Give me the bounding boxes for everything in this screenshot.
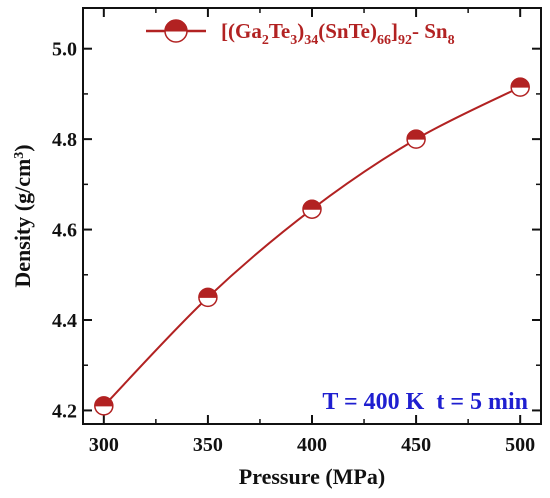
conditions-annotation: T = 400 K t = 5 min [322,389,528,415]
legend-series-name: [(Ga2Te3)34(SnTe)66]92- Sn8 [221,19,455,48]
data-point-fill [302,199,322,210]
legend-subscript: 3 [290,33,297,48]
legend-subscript: 8 [448,33,455,48]
data-point-fill [510,77,530,88]
series-line [103,86,521,407]
legend-text-part: (SnTe) [318,19,377,43]
legend-text-part: Te [269,19,290,43]
y-axis-label-superscript: 3 [12,152,27,159]
x-tick-label: 450 [401,434,431,456]
legend-marker-fill [164,19,188,32]
y-axis-label-part: ) [10,144,35,151]
y-tick-label: 4.2 [52,400,77,422]
y-tick-label: 5.0 [52,39,77,61]
x-tick-label: 500 [505,434,535,456]
data-point [198,287,218,308]
x-tick-label: 300 [89,434,119,456]
y-tick-label: 4.6 [52,220,77,242]
data-point [510,77,530,97]
y-axis-label: Density (g/cm3) [10,144,35,287]
data-point [302,199,322,219]
x-tick-label: 350 [193,434,223,456]
data-point-fill [406,129,426,140]
data-point-fill [94,396,114,407]
x-tick-label: 400 [297,434,327,456]
legend-text-part: ] [391,19,398,43]
legend-subscript: 2 [262,33,269,48]
y-axis-label-part: Density (g/cm [10,159,35,288]
legend-subscript: 92 [398,33,412,48]
x-axis-label: Pressure (MPa) [239,464,385,489]
data-point-fill [198,287,218,298]
legend-text-part: - Sn [412,19,448,43]
legend-marker [164,19,188,43]
legend-text-part: ) [297,19,304,43]
y-tick-label: 4.4 [52,310,77,332]
legend-subscript: 66 [377,33,391,48]
legend-subscript: 34 [304,33,318,48]
legend-text-part: [(Ga [221,19,262,43]
y-tick-label: 4.8 [52,129,77,151]
data-point [406,129,426,149]
data-point [94,396,114,416]
